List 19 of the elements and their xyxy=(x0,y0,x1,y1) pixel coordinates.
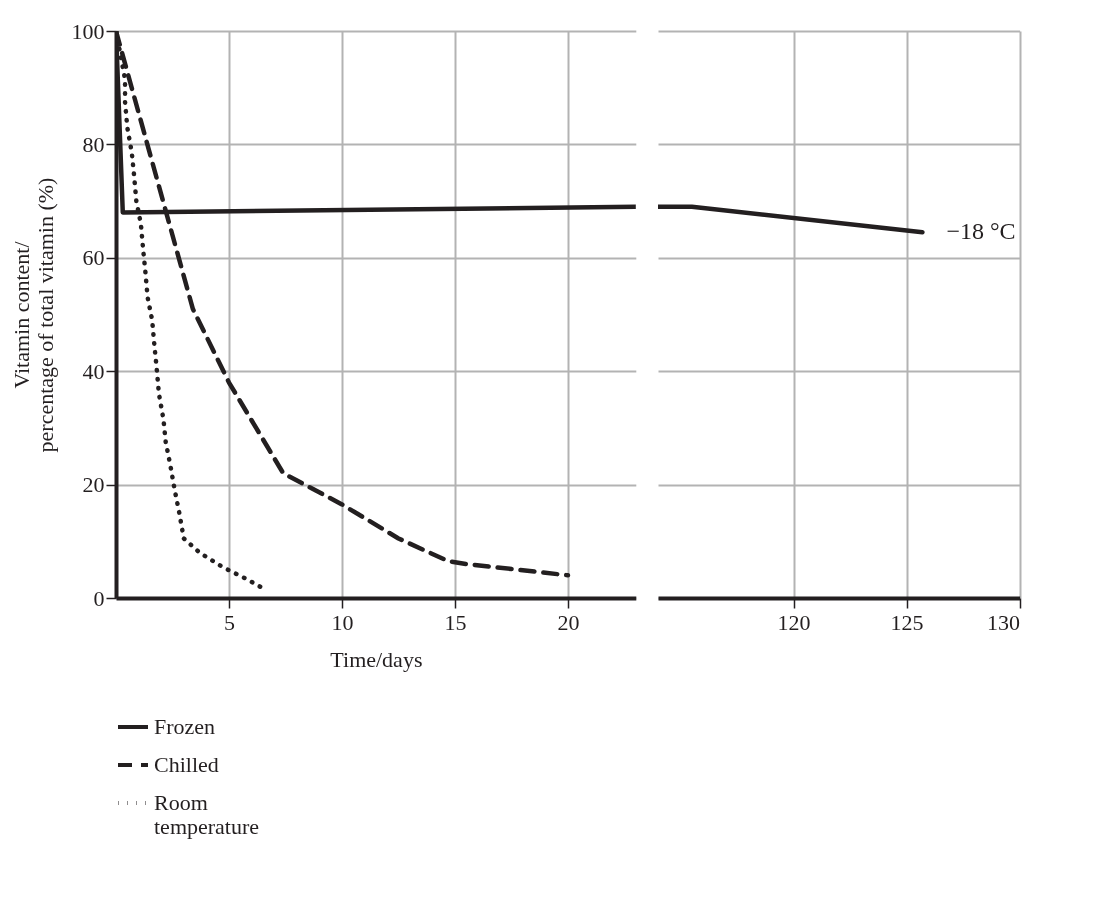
y-tick-label: 40 xyxy=(82,358,105,384)
x-tick-label: 5 xyxy=(224,609,235,635)
y-tick-label: 0 xyxy=(93,585,105,611)
y-tick-label: 20 xyxy=(82,472,105,498)
legend-label: Frozen xyxy=(154,714,216,739)
y-tick-label: 80 xyxy=(82,131,105,157)
legend-label: Room temperature xyxy=(154,790,260,839)
x-tick-label: 15 xyxy=(444,609,467,635)
x-tick-label: 120 xyxy=(777,609,811,635)
x-tick-label: 10 xyxy=(331,609,354,635)
x-axis-title: Time/days xyxy=(330,646,423,672)
annotation: −18 °C xyxy=(946,218,1016,245)
y-axis-title: Vitamin content/ percentage of total vitamin (%) xyxy=(8,177,58,453)
y-tick-label: 100 xyxy=(71,18,105,44)
legend-label: Chilled xyxy=(154,752,219,777)
x-tick-label: 20 xyxy=(557,609,580,635)
x-tick-label: 125 xyxy=(890,609,924,635)
x-tick-label: 130 xyxy=(987,609,1021,635)
y-tick-label: 60 xyxy=(82,245,105,271)
